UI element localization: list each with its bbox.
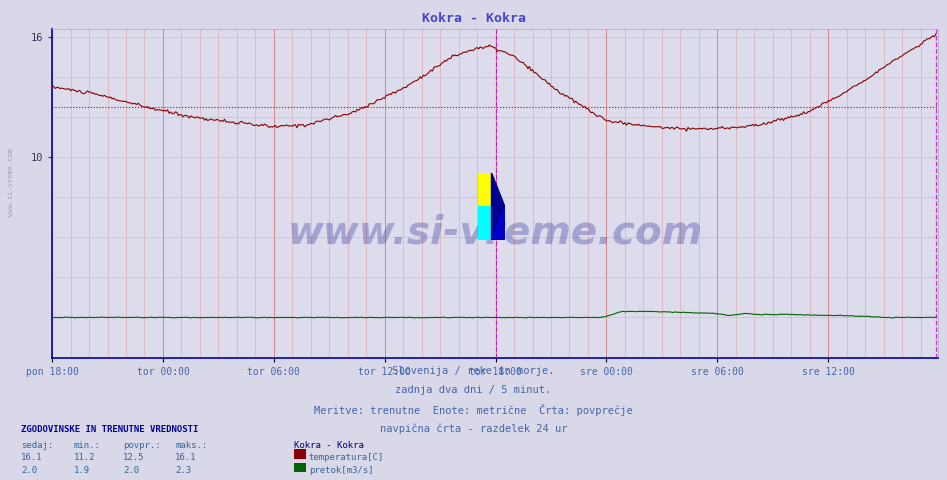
Polygon shape	[491, 173, 505, 240]
Polygon shape	[491, 206, 505, 240]
Text: 12.5: 12.5	[123, 453, 145, 462]
Text: 16.1: 16.1	[175, 453, 197, 462]
Text: navpična črta - razdelek 24 ur: navpična črta - razdelek 24 ur	[380, 423, 567, 434]
Text: sedaj:: sedaj:	[21, 441, 53, 450]
Text: 16.1: 16.1	[21, 453, 43, 462]
Text: Kokra - Kokra: Kokra - Kokra	[421, 12, 526, 25]
Text: povpr.:: povpr.:	[123, 441, 161, 450]
Text: pretok[m3/s]: pretok[m3/s]	[309, 466, 373, 475]
Polygon shape	[478, 173, 491, 206]
Text: 2.0: 2.0	[21, 466, 37, 475]
Text: zadnja dva dni / 5 minut.: zadnja dva dni / 5 minut.	[396, 385, 551, 395]
Text: 1.9: 1.9	[74, 466, 90, 475]
Text: 11.2: 11.2	[74, 453, 96, 462]
Polygon shape	[478, 206, 491, 240]
Text: 2.3: 2.3	[175, 466, 191, 475]
Text: www.si-vreme.com: www.si-vreme.com	[287, 214, 703, 252]
Text: min.:: min.:	[74, 441, 100, 450]
Text: Meritve: trenutne  Enote: metrične  Črta: povprečje: Meritve: trenutne Enote: metrične Črta: …	[314, 404, 633, 416]
Text: www.si-vreme.com: www.si-vreme.com	[9, 148, 14, 216]
Text: maks.:: maks.:	[175, 441, 207, 450]
Text: 2.0: 2.0	[123, 466, 139, 475]
Text: temperatura[C]: temperatura[C]	[309, 453, 384, 462]
Text: ZGODOVINSKE IN TRENUTNE VREDNOSTI: ZGODOVINSKE IN TRENUTNE VREDNOSTI	[21, 425, 198, 434]
Text: Slovenija / reke in morje.: Slovenija / reke in morje.	[392, 366, 555, 376]
Text: Kokra - Kokra: Kokra - Kokra	[294, 441, 364, 450]
